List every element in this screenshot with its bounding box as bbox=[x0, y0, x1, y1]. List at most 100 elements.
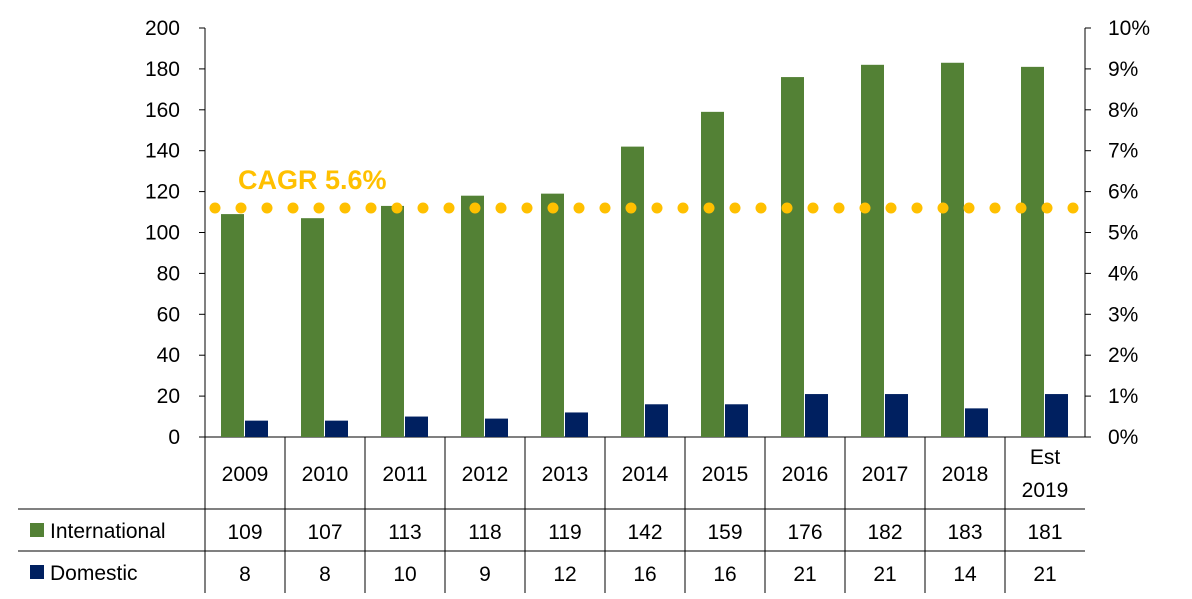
value-international: 182 bbox=[867, 521, 902, 544]
bar-domestic bbox=[645, 404, 668, 437]
bar-international bbox=[1021, 66, 1044, 437]
cagr-dot bbox=[391, 202, 403, 214]
right-tick-label: 7% bbox=[1108, 140, 1138, 163]
bar-international bbox=[541, 193, 564, 437]
cagr-dot bbox=[781, 202, 793, 214]
right-tick-label: 2% bbox=[1108, 344, 1138, 367]
bar-international bbox=[941, 62, 964, 437]
value-domestic: 21 bbox=[873, 563, 896, 586]
category-label: 2019 bbox=[1022, 479, 1069, 502]
bar-domestic bbox=[325, 420, 348, 437]
bar-domestic bbox=[725, 404, 748, 437]
bar-international bbox=[461, 195, 484, 437]
right-tick-label: 6% bbox=[1108, 181, 1138, 204]
value-international: 142 bbox=[627, 521, 662, 544]
bar-domestic bbox=[565, 412, 588, 437]
cagr-dot bbox=[807, 202, 819, 214]
cagr-dot bbox=[937, 202, 949, 214]
cagr-dot bbox=[1015, 202, 1027, 214]
cagr-dot bbox=[521, 202, 533, 214]
right-tick-label: 1% bbox=[1108, 385, 1138, 408]
category-label: 2014 bbox=[622, 463, 669, 486]
value-international: 113 bbox=[388, 521, 421, 544]
value-international: 176 bbox=[787, 521, 822, 544]
category-label: 2016 bbox=[782, 463, 829, 486]
value-international: 107 bbox=[307, 521, 342, 544]
cagr-dot bbox=[703, 202, 715, 214]
category-label: 2009 bbox=[222, 463, 269, 486]
left-tick-label: 60 bbox=[157, 303, 180, 326]
right-tick-label: 3% bbox=[1108, 303, 1138, 326]
value-international: 109 bbox=[227, 521, 262, 544]
left-tick-label: 40 bbox=[157, 344, 180, 367]
cagr-dot bbox=[1067, 202, 1079, 214]
cagr-dot bbox=[729, 202, 741, 214]
left-tick-label: 180 bbox=[145, 58, 180, 81]
left-tick-label: 80 bbox=[157, 262, 180, 285]
value-domestic: 9 bbox=[479, 563, 491, 586]
category-label: 2015 bbox=[702, 463, 749, 486]
bar-domestic bbox=[405, 416, 428, 437]
legend-key-international bbox=[30, 523, 44, 537]
cagr-dot bbox=[963, 202, 975, 214]
bar-domestic bbox=[485, 418, 508, 437]
cagr-dot bbox=[339, 202, 351, 214]
left-tick-label: 120 bbox=[145, 181, 180, 204]
category-label: 2018 bbox=[942, 463, 989, 486]
legend-label-international: International bbox=[50, 520, 166, 543]
cagr-label: CAGR 5.6% bbox=[238, 165, 387, 195]
bar-international bbox=[861, 64, 884, 437]
bar-international bbox=[381, 205, 404, 437]
bar-international bbox=[701, 111, 724, 437]
cagr-dot bbox=[859, 202, 871, 214]
category-label: Est bbox=[1030, 446, 1061, 469]
cagr-dot bbox=[573, 202, 585, 214]
bar-domestic bbox=[885, 394, 908, 437]
category-label: 2010 bbox=[302, 463, 349, 486]
left-tick-label: 20 bbox=[157, 385, 180, 408]
value-domestic: 8 bbox=[319, 563, 331, 586]
bar-international bbox=[621, 146, 644, 438]
bar-domestic bbox=[805, 394, 828, 437]
bar-domestic bbox=[965, 408, 988, 437]
cagr-dot bbox=[911, 202, 923, 214]
right-tick-label: 8% bbox=[1108, 99, 1138, 122]
category-label: 2013 bbox=[542, 463, 589, 486]
cagr-dot bbox=[495, 202, 507, 214]
value-domestic: 16 bbox=[633, 563, 656, 586]
cagr-dot bbox=[209, 202, 221, 214]
value-international: 181 bbox=[1027, 521, 1062, 544]
cagr-dot bbox=[443, 202, 455, 214]
bars bbox=[221, 62, 1068, 438]
value-domestic: 12 bbox=[553, 563, 576, 586]
left-tick-label: 140 bbox=[145, 140, 180, 163]
cagr-dot bbox=[833, 202, 845, 214]
left-tick-label: 0 bbox=[168, 426, 180, 449]
cagr-dot bbox=[547, 202, 559, 214]
category-label: 2017 bbox=[862, 463, 909, 486]
cagr-dot bbox=[1041, 202, 1053, 214]
left-tick-label: 100 bbox=[145, 222, 180, 245]
cagr-dot bbox=[989, 202, 1001, 214]
cagr-dot bbox=[651, 202, 663, 214]
cagr-dot bbox=[469, 202, 481, 214]
right-tick-label: 10% bbox=[1108, 17, 1150, 40]
value-international: 159 bbox=[707, 521, 742, 544]
bar-international bbox=[301, 218, 324, 437]
cagr-dot bbox=[261, 202, 273, 214]
cagr-dot bbox=[235, 202, 247, 214]
right-tick-label: 4% bbox=[1108, 262, 1138, 285]
value-international: 119 bbox=[548, 521, 581, 544]
cagr-dot bbox=[625, 202, 637, 214]
cagr-dot bbox=[287, 202, 299, 214]
cagr-dot bbox=[313, 202, 325, 214]
right-tick-label: 5% bbox=[1108, 222, 1138, 245]
value-international: 183 bbox=[947, 521, 982, 544]
axes: 0 20 40 60 80 100 120 140 160 180 200 0% 1% 2% 3% 4% 5% 6… bbox=[145, 17, 1150, 449]
cagr-dot bbox=[677, 202, 689, 214]
cagr-dot bbox=[417, 202, 429, 214]
cagr-dot bbox=[755, 202, 767, 214]
cagr-line bbox=[209, 202, 1079, 214]
data-table: 2009 109 8 2010 107 8 2011 113 10 2012 118 9 2013 119… bbox=[18, 437, 1085, 593]
